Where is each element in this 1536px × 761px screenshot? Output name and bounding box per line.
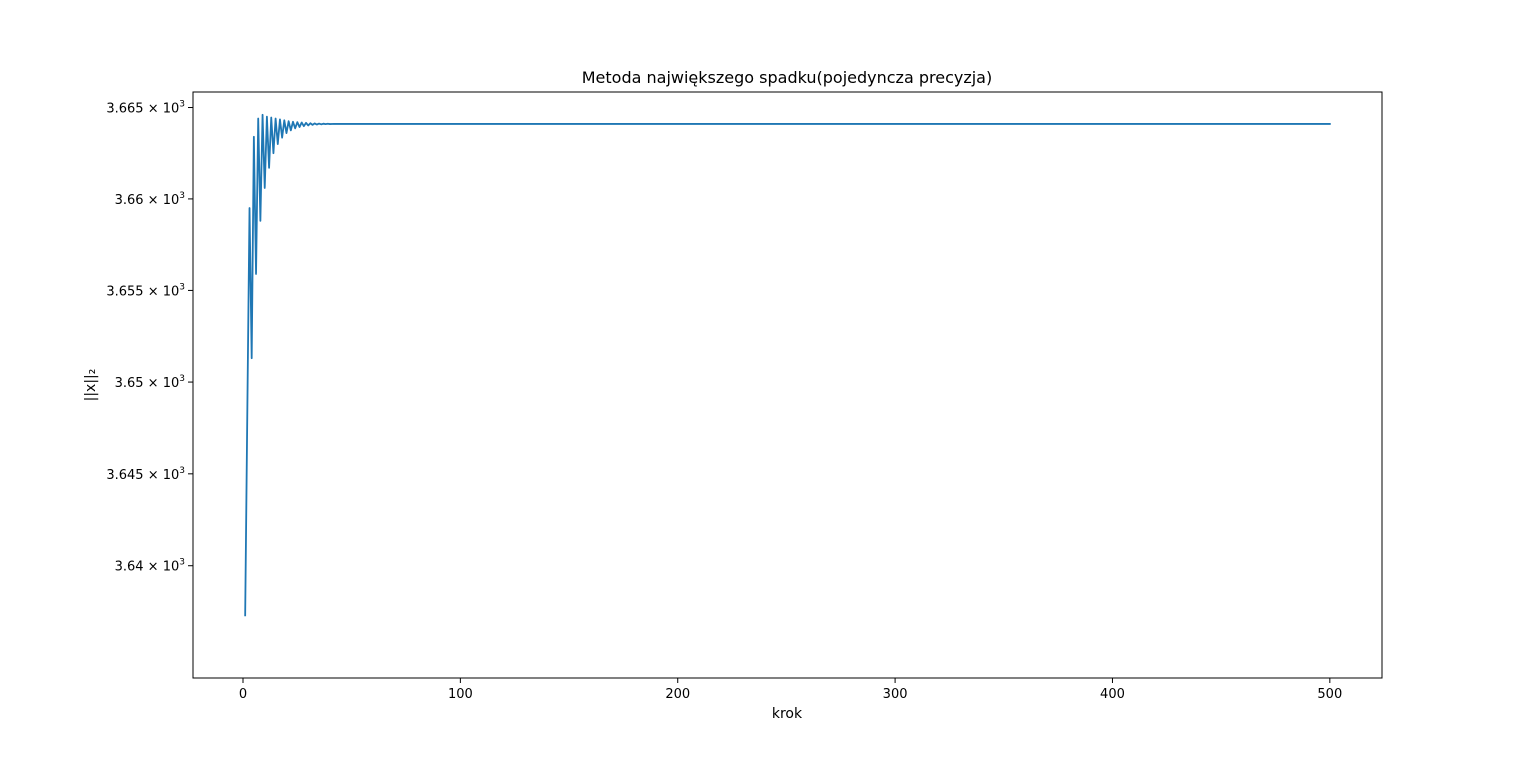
plot-area [244, 113, 1331, 617]
y-axis-label: ||x||₂ [83, 369, 99, 402]
x-axis-label: krok [772, 706, 803, 722]
y-tick-label: 3.655 × 103 [106, 282, 185, 299]
x-tick-label: 300 [883, 687, 908, 702]
x-axis-ticks: 0 100 200 300 400 500 [239, 678, 1342, 702]
y-tick-label: 3.665 × 103 [106, 100, 185, 117]
chart-title: Metoda największego spadku(pojedyncza pr… [582, 68, 992, 87]
x-tick-label: 200 [665, 687, 690, 702]
x-tick-label: 0 [239, 687, 247, 702]
x-tick-label: 500 [1317, 687, 1342, 702]
y-tick-label: 3.65 × 103 [115, 374, 185, 391]
x-tick-label: 100 [448, 687, 473, 702]
y-tick-label: 3.645 × 103 [106, 466, 185, 483]
series-line [244, 113, 1331, 617]
y-axis-ticks: 3.64 × 103 3.645 × 103 3.65 × 103 3.655 × 1… [106, 100, 193, 575]
x-tick-label: 400 [1100, 687, 1125, 702]
y-tick-label: 3.64 × 103 [115, 558, 185, 575]
axes-frame [192, 91, 1383, 679]
y-tick-label: 3.66 × 103 [115, 191, 185, 208]
